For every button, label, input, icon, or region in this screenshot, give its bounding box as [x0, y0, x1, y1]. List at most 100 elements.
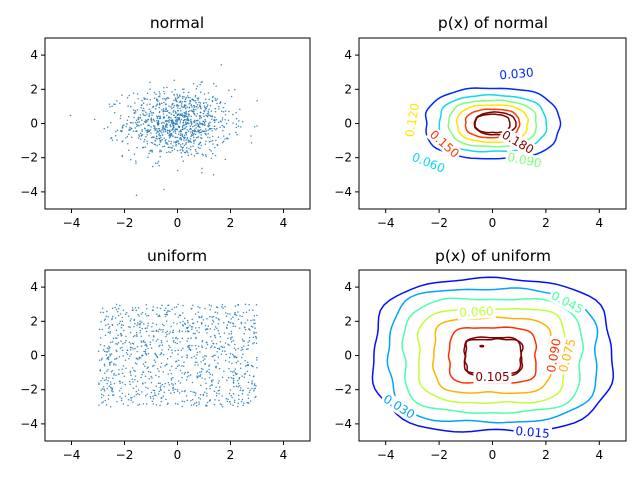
scatter-point [207, 133, 209, 135]
scatter-point [129, 126, 131, 129]
scatter-point [156, 131, 159, 133]
scatter-point [107, 358, 110, 361]
scatter-point [184, 108, 187, 110]
scatter-point [162, 98, 164, 100]
scatter-point [199, 105, 201, 108]
scatter-point [111, 307, 114, 310]
scatter-point [197, 99, 199, 101]
scatter-point [98, 328, 101, 331]
scatter-point [169, 133, 172, 136]
scatter-point [170, 325, 173, 328]
scatter-point [190, 115, 193, 118]
scatter-point [109, 364, 111, 366]
scatter-point [237, 360, 239, 362]
scatter-point [176, 149, 179, 152]
y-tick-label: 4 [30, 280, 38, 294]
scatter-point [222, 140, 225, 142]
scatter-point [125, 339, 127, 342]
scatter-point [98, 383, 100, 386]
scatter-point [122, 365, 125, 367]
scatter-point [141, 327, 143, 330]
scatter-point [184, 330, 187, 333]
scatter-point [124, 395, 127, 397]
scatter-point [187, 152, 189, 154]
scatter-point [152, 335, 155, 337]
scatter-point [125, 136, 127, 139]
scatter-point [224, 342, 227, 344]
scatter-point [191, 381, 194, 384]
scatter-point [183, 317, 186, 319]
scatter-point [172, 329, 174, 332]
scatter-point [175, 105, 178, 107]
scatter-point [233, 370, 235, 372]
scatter-point [254, 335, 257, 338]
scatter-point [176, 390, 179, 393]
scatter-point [156, 356, 159, 359]
scatter-point [195, 124, 197, 126]
scatter-point [159, 150, 161, 153]
scatter-point [220, 353, 223, 355]
scatter-point [159, 93, 161, 95]
scatter-point [215, 392, 218, 394]
scatter-point [156, 162, 159, 164]
scatter-point [190, 390, 192, 393]
scatter-point [159, 386, 161, 389]
scatter-point [206, 327, 208, 330]
scatter-point [132, 387, 135, 389]
scatter-point [197, 397, 200, 399]
scatter-point [190, 404, 193, 407]
scatter-point [247, 344, 250, 346]
scatter-point [175, 367, 177, 370]
scatter-point [186, 327, 189, 330]
scatter-point [172, 128, 174, 130]
scatter-point [225, 353, 228, 356]
scatter-point [144, 114, 146, 117]
scatter-point [211, 135, 214, 138]
scatter-point [157, 100, 159, 103]
scatter-point [137, 313, 139, 316]
scatter-point [149, 110, 152, 113]
scatter-point [168, 344, 170, 347]
scatter-point [98, 404, 100, 406]
scatter-point [210, 110, 213, 112]
scatter-point [201, 340, 204, 343]
scatter-point [139, 357, 142, 359]
scatter-point [233, 399, 236, 401]
scatter-point [177, 316, 180, 318]
scatter-point [155, 354, 158, 357]
scatter-point [190, 120, 192, 123]
scatter-point [144, 313, 147, 315]
scatter-point [139, 132, 142, 134]
scatter-point [208, 368, 210, 371]
scatter-point [241, 121, 244, 123]
scatter-point [187, 119, 190, 122]
scatter-point [131, 367, 134, 369]
scatter-point [243, 376, 246, 378]
scatter-point [150, 126, 152, 128]
scatter-point [184, 136, 186, 138]
scatter-point [207, 114, 210, 116]
scatter-point [193, 142, 195, 144]
scatter-point [177, 349, 179, 352]
scatter-point [135, 130, 138, 132]
scatter-point [177, 125, 180, 128]
scatter-point [176, 100, 178, 103]
scatter-point [176, 128, 179, 131]
scatter-point [133, 395, 136, 398]
scatter-point [182, 320, 184, 323]
scatter-point [110, 353, 113, 355]
scatter-point [127, 142, 129, 145]
scatter-point [198, 142, 201, 145]
contour-label-gap [402, 100, 423, 141]
scatter-point [194, 394, 197, 396]
scatter-point [148, 335, 150, 337]
scatter-point [211, 340, 213, 342]
scatter-point [165, 107, 167, 109]
scatter-point [155, 120, 158, 122]
scatter-point [172, 106, 175, 109]
scatter-point [155, 385, 158, 387]
scatter-point [200, 131, 203, 134]
y-tick-label: 2 [30, 82, 38, 96]
scatter-point [164, 130, 167, 133]
